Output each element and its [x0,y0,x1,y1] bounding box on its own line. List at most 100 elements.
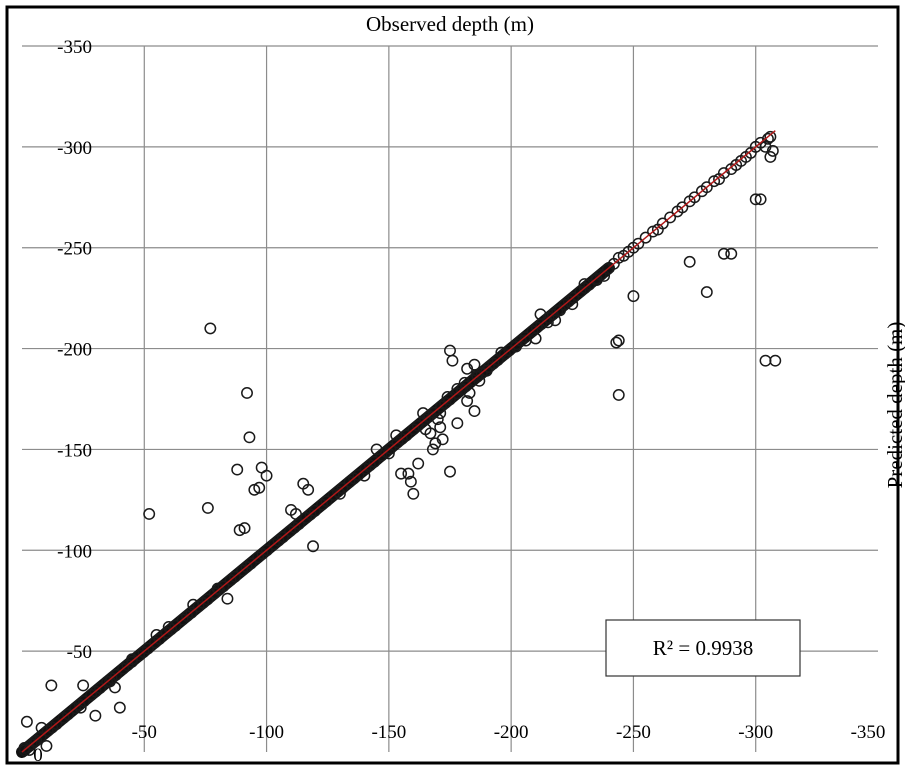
data-point [567,291,580,304]
fit-line [21,130,776,753]
data-point [503,344,516,357]
data-point [108,681,121,694]
data-point [554,304,567,317]
data-point [62,708,75,721]
data-point [444,465,456,478]
x-axis-title: Observed depth (m) [366,12,534,36]
data-point [461,362,474,375]
data-point [610,336,623,349]
x-tick-label: -350 [851,722,886,743]
data-point [94,682,106,694]
data-point [302,483,315,496]
data-point [480,364,493,377]
data-point [700,286,713,299]
data-point [110,668,122,681]
data-point [45,679,58,692]
data-point [233,524,246,537]
data-point [761,132,774,145]
y-tick-label: -200 [57,340,92,361]
y-tick-label: -350 [57,37,92,58]
data-point [260,544,273,557]
data-point [185,606,198,619]
data-point [50,718,63,730]
data-point [201,593,214,606]
data-point [20,715,33,728]
data-point [217,580,230,593]
data-point [336,482,349,495]
data-point [248,483,261,496]
data-point [211,582,224,595]
x-tick-label: -50 [132,722,157,743]
data-point [412,457,425,470]
x-tick-label: -200 [494,722,529,743]
data-point [201,501,214,514]
data-point [395,467,408,480]
origin-label: 0 [33,745,43,766]
data-point [169,619,182,632]
y-tick-label: -100 [57,541,92,562]
data-point [491,354,504,366]
data-point [307,540,319,553]
data-point [463,386,476,399]
data-point [725,247,738,260]
data-point [77,679,90,692]
data-point [759,140,772,153]
data-point [451,417,464,430]
x-tick-label: -150 [371,722,406,743]
data-point [607,257,620,270]
data-point [390,429,403,442]
data-point [260,469,273,482]
data-point [402,467,415,480]
data-point [245,557,257,570]
data-point [639,231,652,244]
y-tick-label: -150 [57,440,92,461]
data-point [407,487,420,500]
data-point [411,419,424,432]
data-point [142,642,154,655]
tick-labels: -50 -50 -100 -100 -150 -150 -200 -200 -250 -250 -3… [57,37,885,743]
data-point [695,185,708,198]
data-point [35,721,48,734]
data-point [443,393,456,406]
data-point [436,433,449,446]
data-point [461,395,474,407]
data-point [717,247,730,260]
data-point [241,386,253,399]
data-point [113,701,126,714]
y-axis-title: Predicted depth (m) [883,322,905,489]
data-point [627,290,640,303]
data-point [229,570,241,583]
data-point [126,653,139,666]
data-point [404,475,417,488]
y-tick-label: -300 [57,138,92,159]
data-point [384,442,397,455]
data-point [764,150,777,163]
data-point [78,695,90,708]
data-point [671,205,684,218]
data-point [754,193,767,206]
data-point [468,405,481,418]
data-point [549,314,562,327]
data-point [143,508,156,520]
data-points [18,130,782,756]
data-point [446,354,459,367]
data-point [683,195,696,208]
data-point [612,389,625,401]
data-point [289,508,302,520]
r-squared-label: R² = 0.9938 [653,636,753,660]
data-point [534,308,547,321]
data-point [764,130,777,143]
data-point [683,255,696,268]
y-tick-label: -50 [67,642,92,663]
data-point [231,463,244,476]
data-point [89,709,102,722]
data-point [370,443,383,456]
x-tick-label: -300 [738,722,773,743]
r-squared-box: R² = 0.9938 [605,619,801,677]
grid [22,45,878,752]
x-tick-label: -100 [249,722,284,743]
y-tick-label: -250 [57,239,92,260]
data-point [308,504,321,517]
data-point [769,354,782,367]
